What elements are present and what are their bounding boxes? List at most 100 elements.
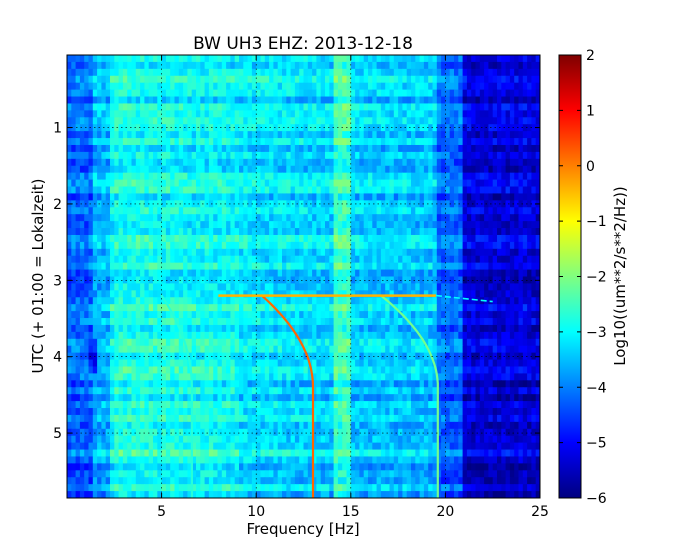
heatmap-cell [454,158,459,167]
heatmap-cell [320,221,326,229]
heatmap-cell [122,234,128,243]
heatmap-cell [312,228,317,236]
heatmap-cell [441,110,446,118]
heatmap-cell [462,352,468,361]
heatmap-cell [170,124,176,132]
heatmap-cell [368,255,373,264]
heatmap-cell [84,131,90,139]
heatmap-cell [406,283,412,291]
heatmap-cell [191,338,197,347]
heatmap-cell [71,241,77,250]
heatmap-cell [260,144,266,153]
heatmap-cell [522,338,528,347]
heatmap-cell [432,269,438,278]
heatmap-cell [251,110,257,118]
heatmap-cell [359,359,365,368]
heatmap-cell [312,214,317,222]
heatmap-cell [208,124,214,132]
heatmap-cell [135,255,141,264]
heatmap-cell [402,262,408,271]
heatmap-cell [92,234,98,243]
heatmap-cell [355,186,360,195]
heatmap-cell [213,297,219,305]
heatmap-cell [359,352,365,361]
heatmap-cell [337,311,343,319]
heatmap-cell [337,331,343,340]
heatmap-cell [402,68,408,77]
heatmap-cell [402,110,408,118]
heatmap-cell [419,138,425,146]
heatmap-cell [208,110,214,118]
heatmap-cell [71,359,77,368]
heatmap-cell [110,207,115,215]
heatmap-cell [204,158,210,167]
heatmap-cell [316,331,322,340]
heatmap-cell [393,318,399,326]
heatmap-cell [118,269,124,278]
heatmap-cell [140,324,145,333]
heatmap-cell [415,96,421,105]
heatmap-cell [531,110,537,118]
heatmap-cell [380,290,386,298]
heatmap-cell [243,248,249,257]
heatmap-cell [518,324,524,333]
heatmap-cell [505,68,511,77]
heatmap-cell [299,89,305,98]
heatmap-cell [514,186,520,195]
heatmap-cell [454,186,459,195]
heatmap-cell [514,68,520,77]
heatmap-cell [355,179,360,188]
heatmap-cell [153,262,158,271]
heatmap-cell [269,290,274,298]
heatmap-cell [196,144,201,153]
heatmap-cell [501,297,507,305]
heatmap-cell [419,96,425,105]
heatmap-cell [355,110,360,118]
heatmap-cell [75,131,81,139]
heatmap-cell [79,241,85,250]
heatmap-cell [380,283,386,291]
heatmap-cell [183,89,188,98]
heatmap-cell [454,207,459,215]
heatmap-cell [97,193,102,201]
heatmap-cell [342,144,348,153]
heatmap-cell [234,75,240,84]
heatmap-cell [187,214,193,222]
heatmap-cell [148,117,154,125]
heatmap-cell [187,283,193,291]
heatmap-cell [165,262,171,271]
heatmap-cell [101,338,107,347]
heatmap-cell [505,138,511,146]
heatmap-cell [346,207,352,215]
heatmap-cell [522,276,528,285]
heatmap-cell [200,55,206,63]
heatmap-cell [140,297,145,305]
heatmap-cell [445,124,451,132]
heatmap-cell [307,96,313,105]
heatmap-cell [161,214,167,222]
heatmap-cell [71,158,77,167]
heatmap-cell [191,110,197,118]
heatmap-cell [294,193,300,201]
heatmap-cell [462,89,468,98]
heatmap-cell [114,144,120,153]
heatmap-cell [183,297,188,305]
heatmap-cell [458,89,464,98]
heatmap-cell [355,207,360,215]
heatmap-cell [67,103,72,111]
heatmap-cell [114,255,120,264]
heatmap-cell [531,304,537,312]
heatmap-cell [471,283,477,291]
heatmap-cell [398,311,403,319]
heatmap-cell [294,221,300,229]
heatmap-cell [221,297,227,305]
heatmap-cell [329,110,335,118]
heatmap-cell [75,89,81,98]
heatmap-cell [118,117,124,125]
heatmap-cell [479,214,485,222]
heatmap-cell [114,345,120,354]
heatmap-cell [389,241,395,250]
heatmap-cell [290,124,296,132]
heatmap-cell [187,103,193,111]
heatmap-cell [204,262,210,271]
